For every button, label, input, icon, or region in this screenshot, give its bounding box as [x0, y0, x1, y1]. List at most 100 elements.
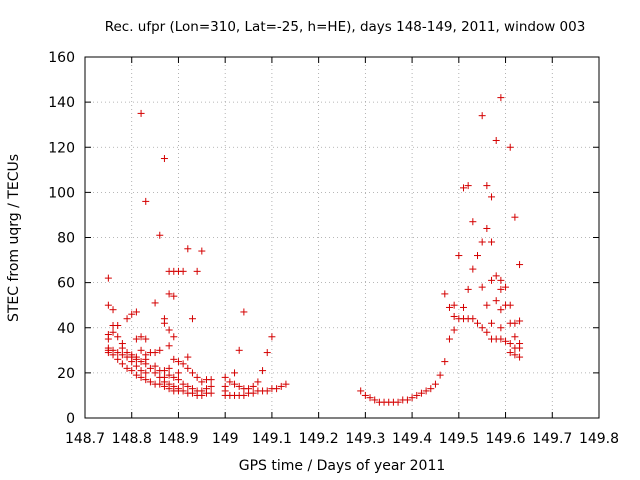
data-point [151, 362, 159, 370]
data-point [184, 353, 192, 361]
data-point [165, 342, 173, 350]
data-point [249, 382, 257, 390]
y-tick-label: 60 [57, 276, 75, 292]
data-point [104, 349, 112, 357]
data-point [165, 290, 173, 298]
data-point [151, 299, 159, 307]
chart-title: Rec. ufpr (Lon=310, Lat=-25, h=HE), days… [105, 19, 586, 35]
data-point [118, 360, 126, 368]
data-point [165, 385, 173, 393]
y-tick-label: 20 [57, 366, 75, 382]
data-point [142, 197, 150, 205]
data-point [422, 387, 430, 395]
data-point [151, 349, 159, 357]
data-point [109, 306, 117, 314]
data-point [478, 112, 486, 120]
data-point [170, 292, 178, 300]
data-point [184, 245, 192, 253]
data-point [146, 364, 154, 372]
data-point [474, 319, 482, 327]
data-point [240, 308, 248, 316]
data-point [488, 319, 496, 327]
data-point [137, 373, 145, 381]
data-point [231, 369, 239, 377]
data-point [235, 346, 243, 354]
data-point [361, 391, 369, 399]
data-point [165, 364, 173, 372]
data-point [459, 184, 467, 192]
data-point [268, 333, 276, 341]
x-tick-label: 148.8 [112, 431, 152, 447]
data-point [221, 373, 229, 381]
data-point [263, 349, 271, 357]
data-point [137, 333, 145, 341]
x-tick-label: 149.6 [485, 431, 525, 447]
data-point [207, 389, 215, 397]
data-point [488, 238, 496, 246]
data-point [259, 367, 267, 375]
data-point [114, 333, 122, 341]
data-point [198, 378, 206, 386]
data-point [497, 276, 505, 284]
data-point [226, 378, 234, 386]
x-tick-label: 149.7 [532, 431, 572, 447]
data-point [511, 333, 519, 341]
data-point [156, 346, 164, 354]
data-point [263, 387, 271, 395]
data-point [132, 355, 140, 363]
data-point [170, 373, 178, 381]
y-tick-label: 100 [48, 185, 75, 201]
data-point [142, 335, 150, 343]
data-point [170, 333, 178, 341]
data-point [118, 344, 126, 352]
data-point [478, 324, 486, 332]
data-point [441, 358, 449, 366]
data-point [132, 335, 140, 343]
data-point [137, 358, 145, 366]
data-point [142, 376, 150, 384]
x-tick-label: 149.8 [579, 431, 619, 447]
data-point [142, 360, 150, 368]
data-point [114, 355, 122, 363]
data-point [282, 380, 290, 388]
data-point [394, 398, 402, 406]
data-point [497, 94, 505, 102]
y-axis-label: STEC from uqrg / TECUs [6, 154, 22, 322]
data-point [483, 224, 491, 232]
data-point [488, 193, 496, 201]
data-point [273, 385, 281, 393]
data-point [170, 355, 178, 363]
data-point [249, 389, 257, 397]
x-tick-label: 149.2 [299, 431, 339, 447]
data-point [193, 373, 201, 381]
data-point [151, 369, 159, 377]
data-point [506, 340, 514, 348]
data-point [497, 324, 505, 332]
data-point [371, 396, 379, 404]
data-point [511, 319, 519, 327]
data-point [132, 362, 140, 370]
data-point [483, 328, 491, 336]
data-point [450, 301, 458, 309]
data-point [240, 391, 248, 399]
data-point [160, 367, 168, 375]
data-point [277, 382, 285, 390]
data-point [254, 378, 262, 386]
data-point [474, 252, 482, 260]
data-point [207, 376, 215, 384]
data-point [431, 380, 439, 388]
data-point [502, 337, 510, 345]
data-point [198, 391, 206, 399]
data-point [357, 387, 365, 395]
data-point [179, 380, 187, 388]
data-point [165, 371, 173, 379]
data-point [142, 369, 150, 377]
data-point [516, 344, 524, 352]
data-point [483, 301, 491, 309]
data-point [469, 265, 477, 273]
data-point [179, 267, 187, 275]
data-point [450, 326, 458, 334]
data-point [469, 218, 477, 226]
data-point [207, 382, 215, 390]
